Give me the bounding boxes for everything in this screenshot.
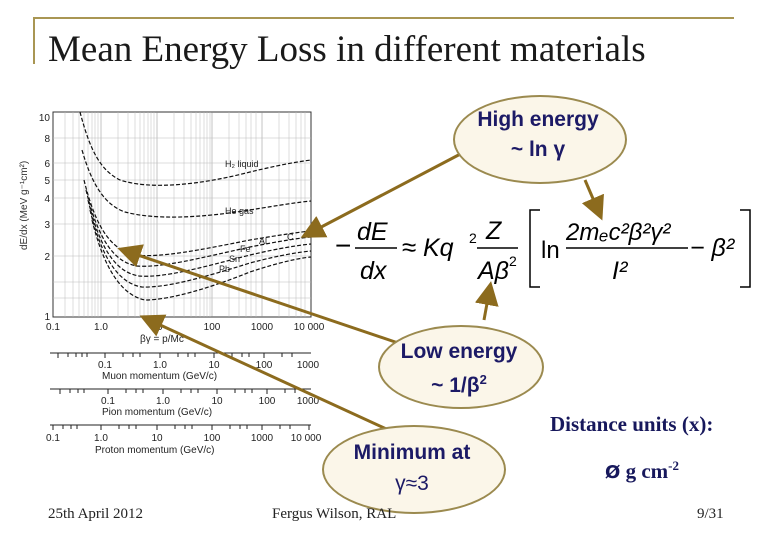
formula-K: Kq — [423, 234, 454, 262]
formula-den: I² — [612, 257, 629, 285]
curve-al — [85, 189, 312, 267]
figure-xlabel: βγ = p/Mc — [140, 334, 184, 345]
arrow-low-energy-to-formula — [474, 281, 499, 321]
y-tick: 5 — [44, 176, 50, 187]
distance-heading: Distance units (x): — [550, 412, 714, 436]
proton-tick: 10 000 — [291, 433, 322, 444]
curve-label: Pb — [219, 264, 230, 274]
high-energy-bubble — [453, 95, 627, 184]
low-energy-line2-text: ~ 1/β — [431, 374, 480, 397]
footer-date: 25th April 2012 — [48, 506, 144, 522]
footer-page-number: 9/31 — [697, 506, 724, 522]
figure-ylabel: dE/dx (MeV g⁻¹cm²) — [19, 161, 30, 250]
low-energy-line2-sup: 2 — [479, 372, 487, 387]
high-energy-line2: ~ ln γ — [510, 138, 566, 161]
proton-scale-label: Proton momentum (GeV/c) — [95, 445, 214, 456]
pion-tick: 100 — [259, 396, 276, 407]
distance-unit-sup: -2 — [668, 458, 679, 473]
formula-num: 2mₑc²β²γ² — [565, 219, 671, 246]
minimum-line2: γ≈3 — [395, 472, 429, 495]
slide-title: Mean Energy Loss in different materials — [48, 29, 646, 70]
pion-tick: 10 — [211, 396, 223, 407]
formula-Z: Z — [485, 217, 502, 245]
y-tick: 4 — [44, 194, 50, 205]
arrow-low-energy-to-plot — [117, 244, 405, 347]
formula-minus: − β² — [690, 234, 736, 262]
muon-tick: 10 — [208, 360, 220, 371]
minimum-line1: Minimum at — [353, 441, 471, 464]
pion-tick: 1000 — [297, 396, 320, 407]
muon-tick: 100 — [256, 360, 273, 371]
curve-c — [83, 179, 312, 257]
proton-tick: 0.1 — [46, 433, 60, 444]
curve-label: Sn — [229, 254, 240, 264]
formula-A: Aβ — [476, 257, 509, 285]
proton-tick: 1.0 — [94, 433, 108, 444]
bethe-bloch-formula: − dE dx ≈ Kq 2 Z Aβ 2 ln 2mₑc²β²γ² I² − … — [335, 209, 751, 288]
arrow-minimum-to-plot — [139, 314, 396, 435]
proton-tick: 100 — [204, 433, 221, 444]
proton-tick: 10 — [151, 433, 163, 444]
curve-pb — [91, 219, 312, 301]
muon-tick: 0.1 — [98, 360, 112, 371]
arrow-high-energy-to-plot — [300, 148, 469, 238]
muon-tick: 1000 — [297, 360, 320, 371]
energy-loss-figure: dE/dx (MeV g⁻¹cm²) 10 8 6 5 4 3 2 — [19, 111, 325, 456]
minimum-bubble — [322, 425, 506, 514]
formula-ln: ln — [541, 237, 560, 264]
curve-label: Fe — [240, 244, 251, 254]
pion-tick: 1.0 — [156, 396, 170, 407]
y-tick: 10 — [39, 113, 51, 124]
low-energy-line1: Low energy — [400, 340, 518, 363]
curve-fe — [87, 199, 312, 277]
curve-h2-liquid — [79, 111, 312, 186]
curve-label: Al — [259, 236, 267, 246]
svg-text:2: 2 — [509, 253, 517, 269]
svg-text:2: 2 — [469, 230, 477, 246]
formula-lhs-num: dE — [357, 218, 388, 246]
muon-scale-label: Muon momentum (GeV/c) — [102, 371, 217, 382]
x-tick: 0.1 — [46, 322, 60, 333]
curve-he-gas — [81, 149, 312, 218]
x-tick: 10 000 — [294, 322, 325, 333]
low-energy-bubble — [378, 325, 544, 409]
footer-author: Fergus Wilson, RAL — [272, 506, 397, 522]
pion-scale-label: Pion momentum (GeV/c) — [102, 407, 212, 418]
muon-tick: 1.0 — [153, 360, 167, 371]
y-tick: 6 — [44, 159, 50, 170]
x-tick: 1.0 — [94, 322, 108, 333]
formula-approx: ≈ — [402, 232, 416, 262]
formula-lhs-den: dx — [360, 257, 388, 285]
distance-bullet-item: Ø g cm-2 — [605, 458, 679, 484]
bullet-arrow-icon: Ø — [605, 462, 621, 483]
y-tick: 3 — [44, 220, 50, 231]
curve-label: C — [287, 232, 294, 242]
y-tick: 1 — [44, 312, 50, 323]
y-tick: 8 — [44, 134, 50, 145]
svg-text:−: − — [335, 230, 351, 261]
x-tick: 100 — [204, 322, 221, 333]
x-tick: 1000 — [251, 322, 274, 333]
pion-tick: 0.1 — [101, 396, 115, 407]
y-tick: 2 — [44, 252, 50, 263]
high-energy-line1: High energy — [477, 108, 599, 131]
arrow-high-energy-to-formula — [581, 179, 604, 221]
proton-tick: 1000 — [251, 433, 274, 444]
distance-unit: g cm — [625, 459, 669, 483]
low-energy-line2: ~ 1/β2 — [378, 372, 540, 398]
curve-label: H₂ liquid — [225, 159, 259, 169]
curve-label: He gas — [225, 206, 254, 216]
